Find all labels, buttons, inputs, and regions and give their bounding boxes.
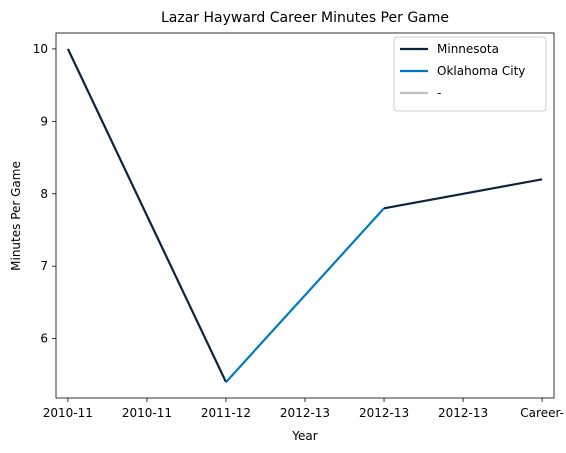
series-line-1 [225, 207, 385, 383]
y-axis: 6 7 8 9 10 [33, 42, 56, 346]
legend-label: Oklahoma City [437, 64, 525, 78]
x-tick-label: 2011-12 [201, 406, 251, 420]
x-tick-label: Career- [520, 406, 564, 420]
series-line-0 [66, 48, 227, 383]
chart-title: Lazar Hayward Career Minutes Per Game [161, 10, 449, 26]
x-axis: 2010-11 2010-11 2011-12 2012-13 2012-13 2012-… [43, 398, 564, 420]
legend: Minnesota Oklahoma City - [393, 36, 547, 112]
x-tick-label: 2012-13 [438, 406, 488, 420]
series-line-2 [383, 178, 543, 210]
legend-box [393, 36, 547, 112]
x-tick-label: 2012-13 [359, 406, 409, 420]
x-tick-label: 2010-11 [122, 406, 172, 420]
legend-label: Minnesota [437, 42, 499, 56]
y-tick-label: 6 [40, 332, 48, 346]
x-axis-label: Year [291, 429, 317, 443]
y-tick-label: 8 [40, 187, 48, 201]
y-tick-label: 10 [33, 42, 48, 56]
y-tick-label: 9 [40, 114, 48, 128]
plot-area [66, 48, 543, 383]
x-tick-label: 2012-13 [280, 406, 330, 420]
x-tick-label: 2010-11 [43, 406, 93, 420]
y-axis-label: Minutes Per Game [9, 161, 23, 271]
legend-label: - [437, 86, 441, 100]
y-tick-label: 7 [40, 259, 48, 273]
